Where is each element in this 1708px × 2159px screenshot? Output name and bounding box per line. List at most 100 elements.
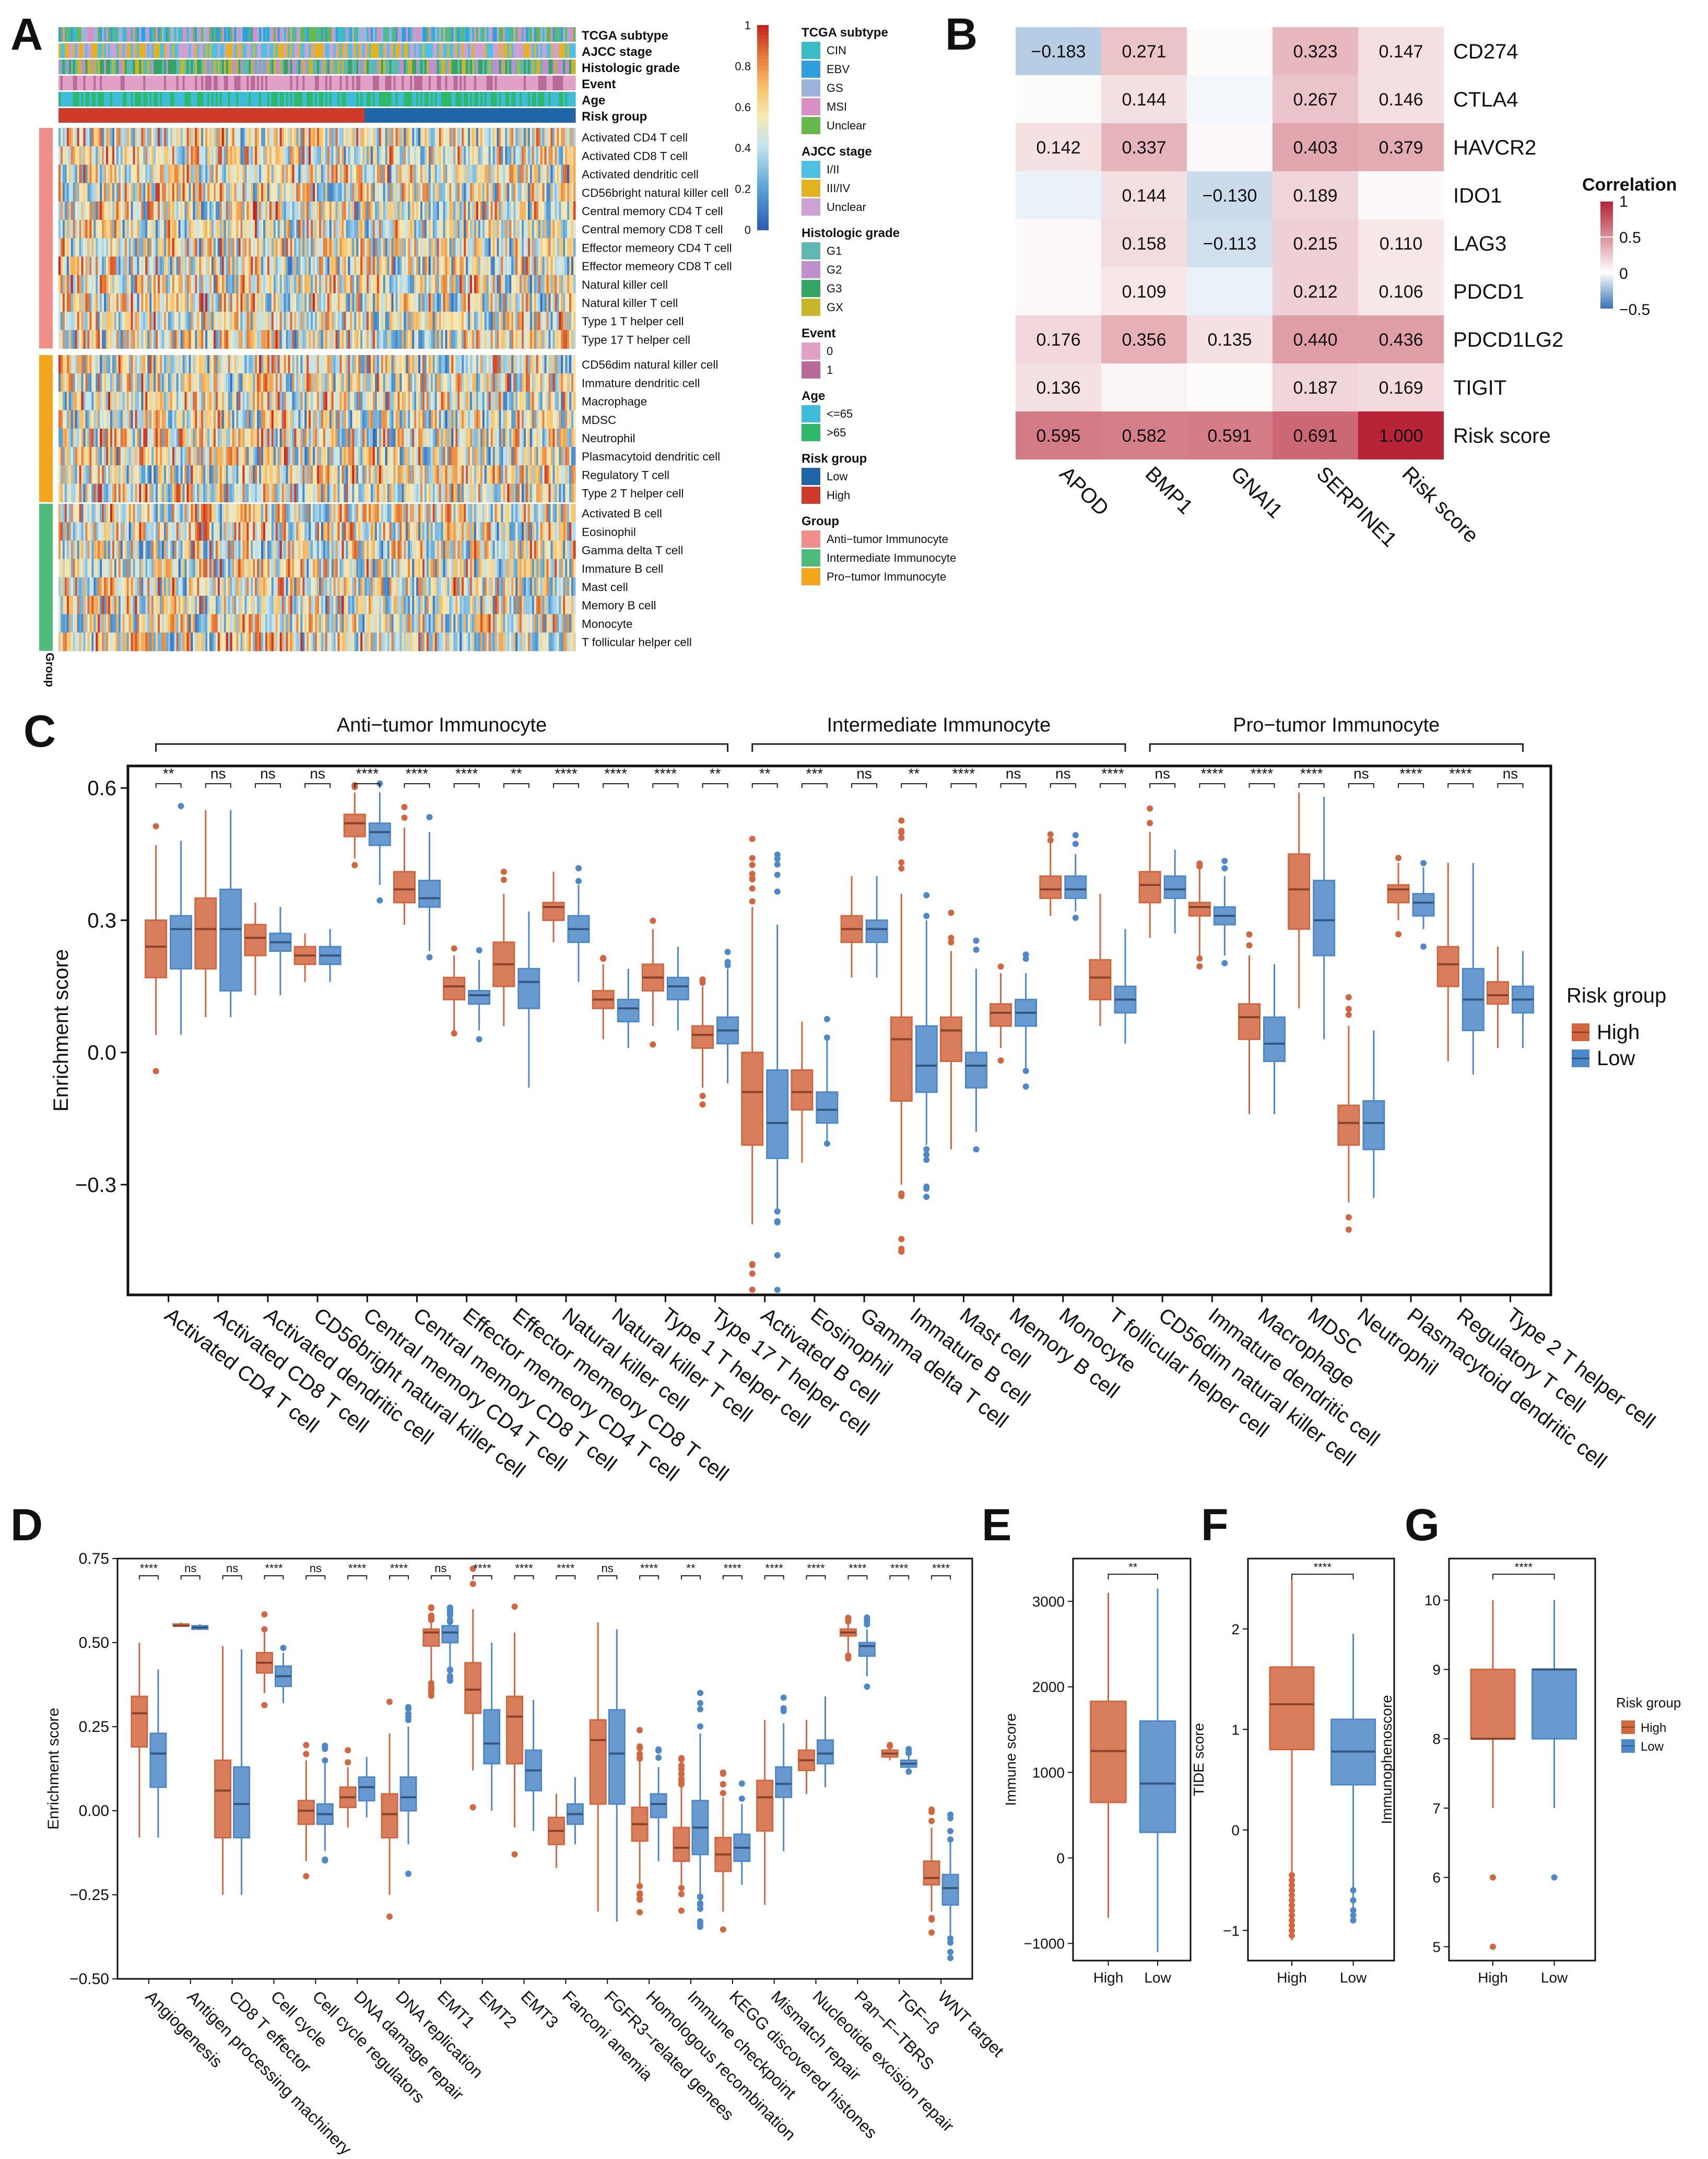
heat-cell — [391, 183, 394, 202]
track-cell — [221, 76, 225, 90]
heat-cell — [149, 128, 152, 147]
heat-cell — [154, 238, 156, 257]
heat-cell — [360, 373, 363, 392]
heat-cell — [230, 312, 233, 331]
heat-cell — [404, 183, 406, 202]
heat-cell — [93, 293, 96, 312]
track-cell — [550, 60, 553, 74]
heat-cell — [517, 256, 520, 276]
heat-cell — [66, 256, 69, 276]
track-cell — [255, 108, 257, 123]
heat-cell — [441, 330, 444, 349]
heat-cell — [503, 256, 505, 276]
heat-cell — [203, 275, 206, 294]
track-cell — [374, 108, 378, 123]
track-cell — [238, 76, 241, 90]
heat-cell — [118, 275, 121, 294]
track-cell — [255, 43, 257, 58]
heat-cell — [517, 128, 520, 147]
heat-cell — [275, 293, 278, 312]
track-cell — [133, 27, 136, 42]
heat-cell — [145, 256, 148, 276]
heat-cell — [304, 373, 307, 392]
heat-cell — [221, 293, 225, 312]
heat-cell — [172, 256, 175, 276]
heat-cell — [98, 355, 100, 374]
heat-cell — [311, 238, 313, 257]
track-cell — [449, 27, 452, 42]
heat-cell — [91, 275, 94, 294]
heat-cell — [176, 373, 179, 392]
heat-cell — [348, 201, 350, 220]
heat-cell — [331, 238, 334, 257]
heat-cell — [180, 183, 183, 202]
heat-cell — [393, 330, 396, 349]
track-cell — [228, 76, 231, 90]
track-cell — [106, 43, 109, 58]
track-cell — [443, 92, 446, 107]
track-cell — [437, 92, 440, 107]
heat-cell — [437, 238, 440, 257]
heat-cell — [242, 275, 245, 294]
track-cell — [395, 27, 398, 42]
heat-cell — [555, 146, 557, 165]
heat-cell — [503, 238, 505, 257]
track-cell — [387, 27, 390, 42]
heat-cell — [259, 201, 262, 220]
heat-cell — [277, 164, 280, 184]
track-cell — [550, 92, 553, 107]
heat-cell — [284, 183, 287, 202]
heat-cell — [73, 164, 76, 184]
heat-cell — [499, 256, 502, 276]
track-cell — [79, 43, 82, 58]
heat-cell — [428, 373, 431, 392]
heat-cell — [430, 256, 433, 276]
heat-cell — [313, 275, 315, 294]
heat-cell — [309, 355, 311, 374]
heat-cell — [325, 330, 328, 349]
heat-cell — [402, 355, 404, 374]
heat-cell — [273, 373, 276, 392]
heat-cell — [348, 220, 350, 239]
heat-cell — [147, 128, 150, 147]
heat-cell — [147, 164, 150, 184]
track-cell — [168, 43, 171, 58]
track-cell — [135, 108, 138, 123]
track-cell — [455, 108, 458, 123]
heat-cell — [199, 293, 202, 312]
track-cell — [197, 108, 199, 123]
heat-cell — [517, 355, 520, 374]
heat-cell — [406, 146, 408, 165]
heat-cell — [141, 146, 144, 165]
heat-cell — [455, 164, 458, 184]
track-cell — [362, 108, 365, 123]
heat-cell — [176, 146, 179, 165]
track-cell — [501, 92, 503, 107]
heat-cell — [376, 128, 380, 147]
heat-cell — [370, 146, 373, 165]
track-cell — [118, 27, 121, 42]
heat-cell — [149, 220, 152, 239]
heat-cell — [376, 164, 380, 184]
heat-cell — [476, 256, 479, 276]
track-cell — [261, 60, 264, 74]
heat-cell — [261, 183, 264, 202]
heat-cell — [329, 238, 332, 257]
heat-cell — [156, 293, 158, 312]
heat-cell — [381, 355, 384, 374]
heat-cell — [104, 355, 107, 374]
heat-cell — [449, 164, 452, 184]
heat-cell — [348, 275, 350, 294]
track-cell — [492, 76, 496, 90]
heat-cell — [151, 201, 154, 220]
heat-cell — [154, 164, 156, 184]
heat-cell — [557, 256, 559, 276]
heat-cell — [418, 238, 421, 257]
heat-cell — [205, 355, 208, 374]
track-cell — [503, 27, 505, 42]
heat-cell — [327, 201, 330, 220]
heat-cell — [186, 293, 190, 312]
heat-cell — [443, 330, 446, 349]
track-cell — [79, 60, 82, 74]
track-cell — [151, 27, 154, 42]
